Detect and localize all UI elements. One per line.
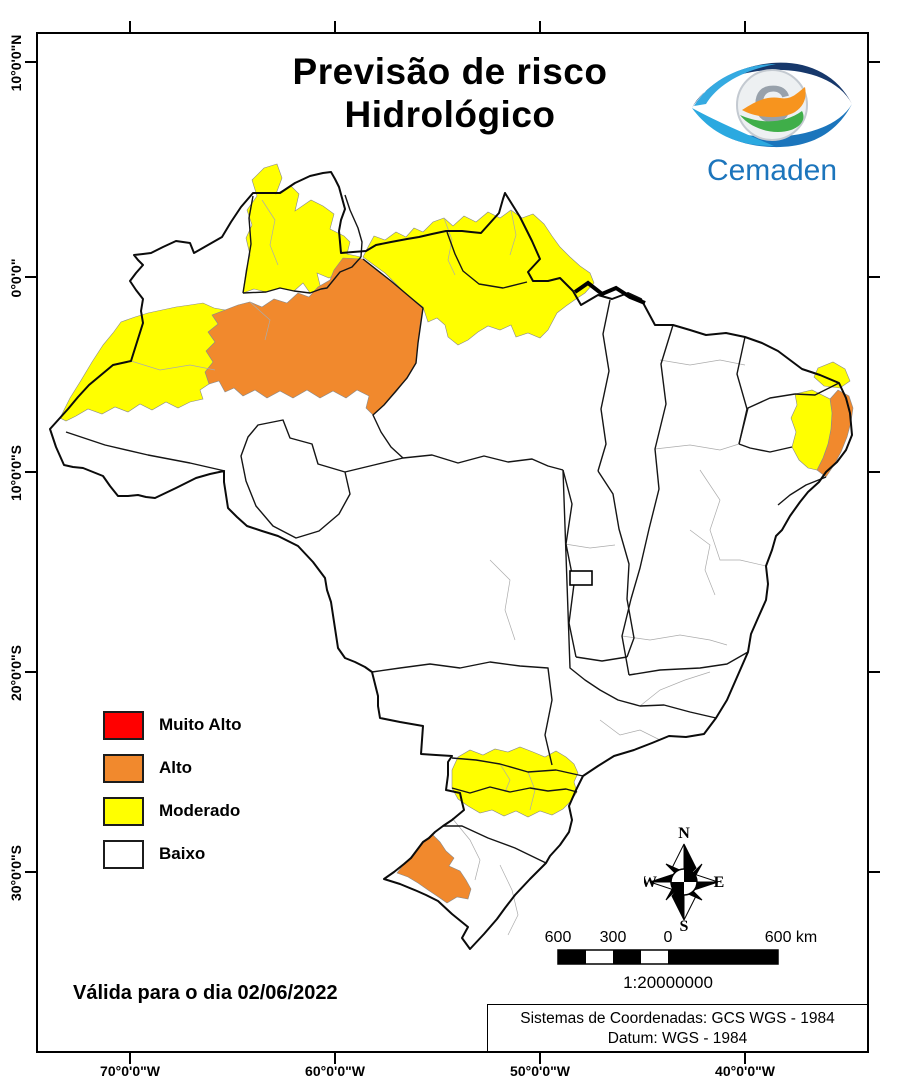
- cemaden-logo: C Cemaden: [684, 46, 860, 188]
- scale-label-0: 0: [664, 929, 673, 946]
- map-frame: [36, 32, 869, 1053]
- cemaden-eye-icon: C Cemaden: [692, 62, 852, 187]
- scale-bar-segments: [557, 949, 779, 965]
- scale-label-600-left: 600: [545, 929, 572, 946]
- region-amazonas-oeste: [59, 302, 227, 422]
- lat-label-20s: 20°0'0"S: [8, 644, 24, 702]
- compass-e-label: E: [714, 874, 724, 891]
- risk-legend: Muito Alto Alto Moderado Baixo: [103, 710, 241, 882]
- scale-ratio: 1:20000000: [623, 973, 713, 992]
- region-para-norte: [362, 209, 595, 346]
- compass-w-label: W: [644, 874, 657, 891]
- legend-label: Muito Alto: [159, 715, 242, 734]
- projection-line-1: Sistemas de Coordenadas: GCS WGS - 1984: [520, 1010, 835, 1027]
- validity-date: Válida para o dia 02/06/2022: [73, 982, 338, 1004]
- title-line-2: Hidrológico: [344, 94, 556, 135]
- logo-wordmark: Cemaden: [707, 154, 837, 187]
- legend-label: Alto: [159, 758, 193, 777]
- state-boundaries: [65, 194, 840, 864]
- legend-label: Moderado: [159, 801, 241, 820]
- compass-s-label: S: [680, 918, 689, 932]
- lon-label-60w: 60°0'0"W: [305, 1063, 365, 1079]
- scale-label-600km: 600 km: [765, 929, 817, 946]
- graticule-ticks: [25, 21, 880, 1064]
- lat-label-0: 0°0'0": [8, 258, 24, 298]
- legend-swatch-moderado: [103, 796, 144, 826]
- scale-bar-graphic: 600 300 0 600 km 1:20000000: [545, 929, 818, 992]
- title-line-1: Previsão de risco: [292, 51, 608, 92]
- page-title: Previsão de risco Hidrológico: [150, 50, 750, 136]
- legend-swatch-muito-alto: [103, 710, 144, 740]
- brazil-outline-stroke: [49, 171, 853, 950]
- lat-label-10n: 10°0'0"N: [8, 34, 24, 92]
- legend-item-baixo: Baixo: [103, 839, 241, 869]
- lon-label-70w: 70°0'0"W: [100, 1063, 160, 1079]
- region-roraima: [242, 163, 362, 294]
- projection-line-2: Datum: WGS - 1984: [607, 1030, 748, 1047]
- projection-note: Sistemas de Coordenadas: GCS WGS - 1984 …: [487, 1004, 868, 1052]
- legend-swatch-baixo: [103, 839, 144, 869]
- lon-label-50w: 50°0'0"W: [510, 1063, 570, 1079]
- legend-item-alto: Alto: [103, 753, 241, 783]
- region-costa-leste-interior: [790, 389, 833, 471]
- legend-item-muito-alto: Muito Alto: [103, 710, 241, 740]
- region-costa-leste-norte: [813, 361, 851, 389]
- lat-label-30s: 30°0'0"S: [8, 844, 24, 902]
- compass-n-label: N: [678, 825, 690, 842]
- lat-label-10s: 10°0'0"S: [8, 444, 24, 502]
- region-sul-parana-sc: [451, 746, 579, 818]
- legend-label: Baixo: [159, 844, 206, 863]
- municipal-boundaries: [130, 199, 767, 936]
- amazon-mouth-coast: [573, 280, 646, 305]
- legend-swatch-alto: [103, 753, 144, 783]
- scale-label-300: 300: [600, 929, 627, 946]
- scale-bar: 600 300 0 600 km 1:20000000: [540, 926, 830, 998]
- lon-label-40w: 40°0'0"W: [715, 1063, 775, 1079]
- compass-icon: N S W E: [641, 825, 724, 935]
- legend-item-moderado: Moderado: [103, 796, 241, 826]
- distrito-federal-box: [569, 570, 593, 586]
- compass-rose: N S W E: [641, 824, 724, 935]
